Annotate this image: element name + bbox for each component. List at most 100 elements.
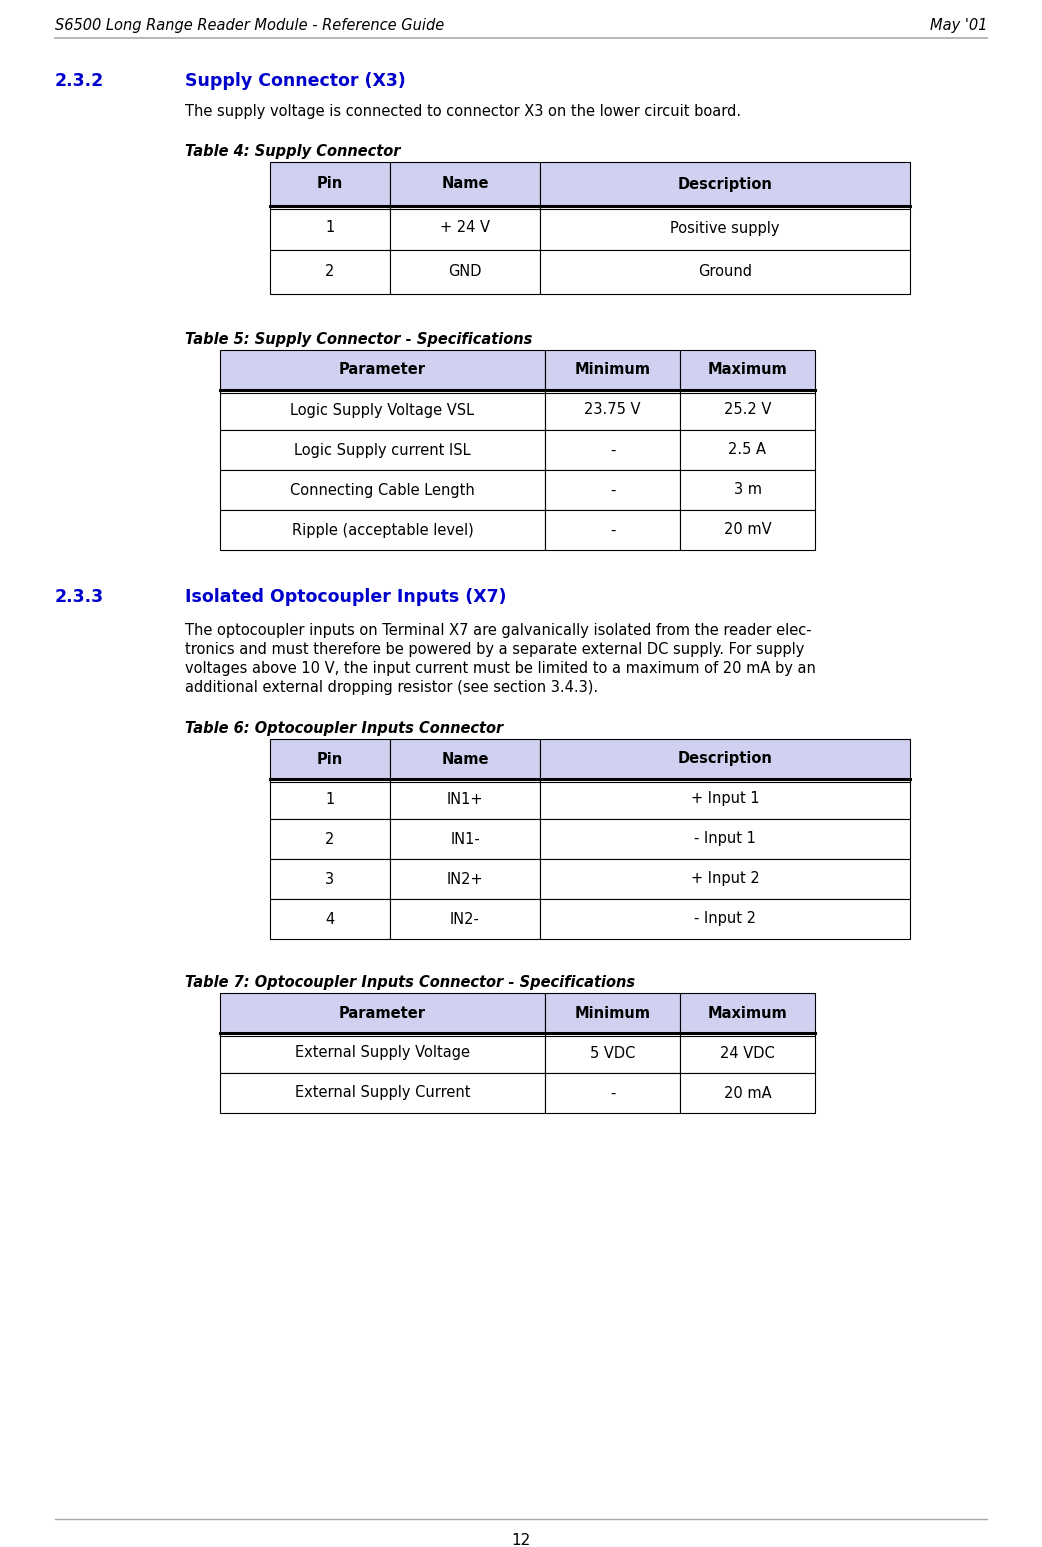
Bar bbox=[390, 251, 540, 294]
Text: Pin: Pin bbox=[317, 752, 343, 766]
Text: Ground: Ground bbox=[698, 265, 752, 280]
Text: Positive supply: Positive supply bbox=[670, 221, 779, 235]
Text: 1: 1 bbox=[325, 221, 334, 235]
Bar bbox=[270, 206, 390, 251]
Bar bbox=[545, 1074, 680, 1112]
Text: Description: Description bbox=[677, 176, 772, 192]
Bar bbox=[545, 511, 680, 551]
Bar bbox=[680, 1033, 815, 1074]
Bar bbox=[540, 780, 910, 818]
Text: Supply Connector (X3): Supply Connector (X3) bbox=[185, 73, 405, 90]
Bar bbox=[540, 251, 910, 294]
Bar bbox=[220, 511, 545, 551]
Text: 20 mV: 20 mV bbox=[724, 523, 771, 537]
Text: Table 6: Optocoupler Inputs Connector: Table 6: Optocoupler Inputs Connector bbox=[185, 721, 503, 736]
Text: Connecting Cable Length: Connecting Cable Length bbox=[290, 483, 475, 498]
Text: Logic Supply Voltage VSL: Logic Supply Voltage VSL bbox=[291, 402, 474, 418]
Bar bbox=[545, 470, 680, 511]
Bar bbox=[680, 993, 815, 1033]
Text: -: - bbox=[610, 483, 615, 498]
Text: 25.2 V: 25.2 V bbox=[724, 402, 771, 418]
Bar bbox=[540, 818, 910, 859]
Text: + 24 V: + 24 V bbox=[440, 221, 490, 235]
Text: Maximum: Maximum bbox=[708, 362, 788, 377]
Text: 2.3.3: 2.3.3 bbox=[55, 588, 104, 606]
Text: Name: Name bbox=[441, 176, 489, 192]
Text: 3: 3 bbox=[325, 871, 334, 886]
Text: 2: 2 bbox=[325, 265, 334, 280]
Text: 4: 4 bbox=[325, 911, 334, 927]
Text: - Input 2: - Input 2 bbox=[694, 911, 756, 927]
Text: IN1+: IN1+ bbox=[447, 792, 483, 806]
Bar bbox=[680, 1074, 815, 1112]
Text: IN1-: IN1- bbox=[450, 831, 480, 846]
Text: Table 5: Supply Connector - Specifications: Table 5: Supply Connector - Specificatio… bbox=[185, 333, 532, 347]
Text: Maximum: Maximum bbox=[708, 1006, 788, 1021]
Text: tronics and must therefore be powered by a separate external DC supply. For supp: tronics and must therefore be powered by… bbox=[185, 642, 804, 657]
Bar bbox=[545, 1033, 680, 1074]
Text: 12: 12 bbox=[512, 1533, 530, 1547]
Bar bbox=[680, 390, 815, 430]
Text: 20 mA: 20 mA bbox=[724, 1086, 771, 1100]
Bar bbox=[545, 993, 680, 1033]
Text: Table 4: Supply Connector: Table 4: Supply Connector bbox=[185, 144, 400, 159]
Bar bbox=[390, 206, 540, 251]
Bar bbox=[270, 899, 390, 939]
Bar bbox=[220, 470, 545, 511]
Text: Parameter: Parameter bbox=[339, 362, 426, 377]
Text: The supply voltage is connected to connector X3 on the lower circuit board.: The supply voltage is connected to conne… bbox=[185, 104, 741, 119]
Text: IN2-: IN2- bbox=[450, 911, 480, 927]
Bar bbox=[220, 1033, 545, 1074]
Text: 23.75 V: 23.75 V bbox=[585, 402, 641, 418]
Text: S6500 Long Range Reader Module - Reference Guide: S6500 Long Range Reader Module - Referen… bbox=[55, 19, 444, 32]
Bar bbox=[390, 899, 540, 939]
Bar bbox=[680, 470, 815, 511]
Text: Name: Name bbox=[441, 752, 489, 766]
Text: 1: 1 bbox=[325, 792, 334, 806]
Text: Logic Supply current ISL: Logic Supply current ISL bbox=[294, 442, 471, 458]
Bar bbox=[390, 780, 540, 818]
Bar bbox=[220, 350, 545, 390]
Text: Minimum: Minimum bbox=[574, 362, 650, 377]
Bar bbox=[540, 162, 910, 206]
Bar bbox=[390, 818, 540, 859]
Text: 5 VDC: 5 VDC bbox=[590, 1046, 636, 1061]
Bar bbox=[270, 251, 390, 294]
Bar bbox=[270, 739, 390, 780]
Text: GND: GND bbox=[448, 265, 481, 280]
Bar bbox=[390, 739, 540, 780]
Text: Description: Description bbox=[677, 752, 772, 766]
Text: 2.3.2: 2.3.2 bbox=[55, 73, 104, 90]
Bar bbox=[270, 780, 390, 818]
Text: Parameter: Parameter bbox=[339, 1006, 426, 1021]
Bar bbox=[680, 511, 815, 551]
Text: Ripple (acceptable level): Ripple (acceptable level) bbox=[292, 523, 473, 537]
Text: 24 VDC: 24 VDC bbox=[720, 1046, 775, 1061]
Text: -: - bbox=[610, 1086, 615, 1100]
Text: IN2+: IN2+ bbox=[447, 871, 483, 886]
Bar bbox=[545, 390, 680, 430]
Text: The optocoupler inputs on Terminal X7 are galvanically isolated from the reader : The optocoupler inputs on Terminal X7 ar… bbox=[185, 623, 812, 637]
Text: + Input 1: + Input 1 bbox=[691, 792, 760, 806]
Text: Minimum: Minimum bbox=[574, 1006, 650, 1021]
Bar bbox=[270, 818, 390, 859]
Bar bbox=[220, 390, 545, 430]
Text: + Input 2: + Input 2 bbox=[691, 871, 760, 886]
Text: -: - bbox=[610, 523, 615, 537]
Bar bbox=[540, 739, 910, 780]
Bar bbox=[680, 350, 815, 390]
Bar bbox=[220, 993, 545, 1033]
Bar bbox=[220, 1074, 545, 1112]
Text: 2.5 A: 2.5 A bbox=[728, 442, 767, 458]
Text: additional external dropping resistor (see section 3.4.3).: additional external dropping resistor (s… bbox=[185, 681, 598, 695]
Bar bbox=[545, 350, 680, 390]
Bar bbox=[390, 859, 540, 899]
Text: -: - bbox=[610, 442, 615, 458]
Bar bbox=[220, 430, 545, 470]
Bar bbox=[680, 430, 815, 470]
Text: - Input 1: - Input 1 bbox=[694, 831, 755, 846]
Text: voltages above 10 V, the input current must be limited to a maximum of 20 mA by : voltages above 10 V, the input current m… bbox=[185, 661, 816, 676]
Bar bbox=[540, 899, 910, 939]
Text: External Supply Voltage: External Supply Voltage bbox=[295, 1046, 470, 1061]
Text: External Supply Current: External Supply Current bbox=[295, 1086, 470, 1100]
